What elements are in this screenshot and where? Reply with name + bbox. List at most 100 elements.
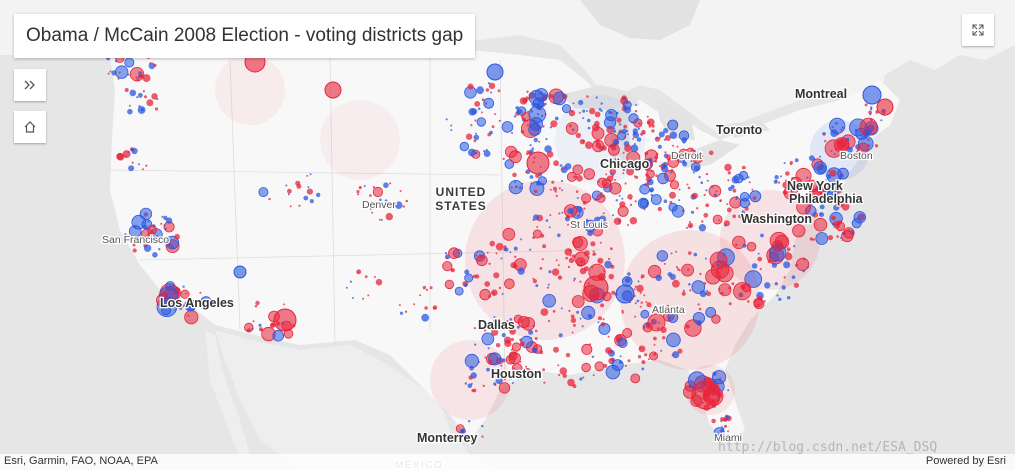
district-marker: [782, 190, 788, 195]
district-marker: [696, 207, 699, 210]
district-marker: [783, 276, 786, 279]
district-marker: [653, 336, 657, 341]
district-marker: [358, 186, 362, 190]
district-marker: [841, 202, 850, 211]
district-marker: [647, 358, 650, 361]
expand-button[interactable]: [14, 69, 46, 101]
district-marker: [487, 347, 490, 350]
district-marker: [669, 273, 676, 280]
district-marker: [602, 212, 605, 215]
district-marker: [686, 226, 689, 229]
district-marker: [532, 279, 538, 284]
district-marker: [604, 260, 612, 269]
district-marker: [876, 98, 894, 116]
district-marker: [583, 275, 609, 301]
district-marker: [624, 182, 627, 185]
district-marker: [645, 301, 648, 304]
district-marker: [526, 90, 529, 94]
district-marker: [481, 424, 484, 428]
district-marker: [182, 285, 185, 288]
district-marker: [626, 150, 641, 165]
district-marker: [557, 233, 561, 238]
district-marker: [146, 224, 157, 235]
district-marker: [501, 333, 506, 338]
district-marker: [687, 186, 691, 190]
district-marker: [658, 131, 665, 138]
district-marker: [727, 179, 730, 182]
district-marker: [663, 138, 666, 141]
district-marker: [607, 335, 610, 338]
city-label-philadelphia: Philadelphia: [789, 192, 864, 206]
district-marker: [641, 360, 646, 365]
district-marker: [560, 179, 564, 183]
home-button[interactable]: [14, 111, 46, 143]
district-marker: [631, 121, 634, 124]
district-marker: [476, 86, 484, 95]
district-marker: [474, 101, 481, 107]
district-marker: [532, 347, 538, 354]
district-marker: [575, 190, 579, 193]
district-marker: [621, 128, 627, 134]
district-marker: [618, 360, 623, 364]
district-marker: [774, 175, 779, 180]
district-marker: [504, 159, 515, 169]
district-marker: [509, 251, 512, 254]
district-marker: [760, 233, 764, 238]
district-marker: [539, 267, 543, 270]
district-marker: [495, 252, 498, 255]
district-marker: [636, 299, 640, 303]
district-marker: [179, 306, 183, 310]
district-marker: [718, 283, 732, 297]
fullscreen-button[interactable]: [962, 14, 994, 46]
district-marker: [581, 325, 584, 328]
district-marker: [464, 273, 474, 283]
vote-density-haze: [215, 55, 285, 125]
district-marker: [787, 296, 791, 300]
district-marker: [798, 195, 804, 200]
district-marker: [576, 206, 583, 213]
district-marker: [470, 124, 473, 127]
district-marker: [357, 193, 360, 196]
district-marker: [880, 119, 883, 122]
city-label-houston: Houston: [491, 367, 542, 381]
district-marker: [165, 235, 180, 250]
district-marker: [711, 314, 721, 324]
district-marker: [727, 171, 731, 175]
district-marker: [723, 253, 726, 256]
powered-by-link[interactable]: Powered by Esri: [925, 455, 1006, 467]
district-marker: [138, 92, 143, 98]
district-marker: [143, 244, 152, 252]
district-marker: [114, 65, 129, 79]
district-marker: [568, 109, 576, 117]
district-marker: [586, 110, 588, 112]
district-marker: [870, 118, 873, 121]
district-marker: [622, 97, 625, 100]
city-label-atlanta: Atlanta: [652, 304, 685, 316]
district-marker: [864, 128, 872, 136]
city-label-los-angeles: Los Angeles: [160, 296, 234, 310]
district-marker: [791, 275, 796, 280]
district-marker: [544, 145, 552, 153]
district-marker: [254, 304, 258, 308]
district-marker: [535, 284, 539, 288]
district-marker: [490, 91, 493, 94]
district-marker: [481, 435, 484, 438]
district-marker: [565, 352, 571, 358]
district-marker: [582, 109, 586, 113]
district-marker: [581, 193, 592, 204]
district-marker: [533, 189, 538, 194]
district-marker: [623, 124, 628, 129]
district-marker: [546, 151, 554, 158]
district-marker: [597, 316, 603, 321]
district-marker: [477, 107, 481, 110]
district-marker: [576, 310, 580, 314]
district-marker: [525, 96, 530, 101]
district-marker: [741, 165, 746, 170]
district-marker: [356, 271, 359, 274]
district-marker: [547, 283, 550, 286]
district-marker: [627, 359, 631, 363]
district-marker: [608, 257, 611, 261]
district-marker: [131, 161, 134, 164]
district-marker: [806, 179, 819, 193]
